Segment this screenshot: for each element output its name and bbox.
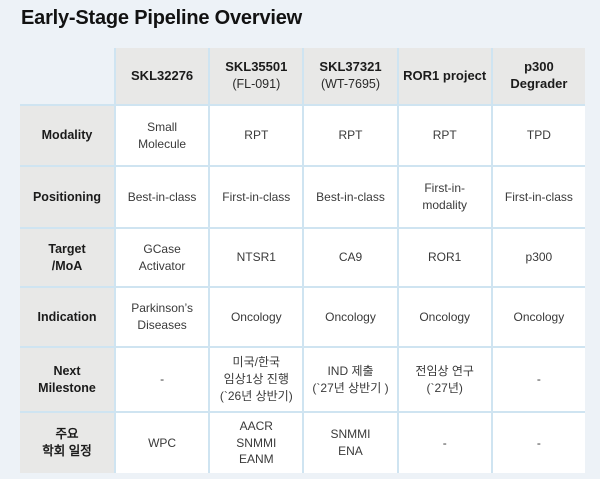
table-cell: First-in- modality	[398, 167, 491, 227]
table-cell: WPC	[116, 413, 209, 473]
table-cell: 전임상 연구 (`27년)	[398, 348, 491, 411]
table-cell: -	[492, 413, 585, 473]
table-cell: RPT	[304, 106, 397, 165]
column-title: SKL37321	[319, 59, 382, 75]
column-title: ROR1 project	[403, 67, 487, 83]
column-title: p300 Degrader	[510, 59, 568, 91]
table-cell: GCase Activator	[116, 229, 209, 286]
table-cell: ROR1	[398, 229, 491, 286]
column-header-p300-degrader: p300 Degrader	[492, 48, 585, 104]
table-cell: First-in-class	[492, 167, 585, 227]
pipeline-table: SKL32276 SKL35501 (FL-091) SKL37321 (WT-…	[20, 48, 585, 473]
row-label-indication: Indication	[20, 288, 114, 346]
table-cell: Oncology	[210, 288, 303, 346]
table-cell: RPT	[210, 106, 303, 165]
column-header-skl37321: SKL37321 (WT-7695)	[304, 48, 397, 104]
corner-cell	[20, 48, 114, 104]
table-cell: Parkinson’s Diseases	[116, 288, 209, 346]
row-label-next-milestone: Next Milestone	[20, 348, 114, 411]
column-subtitle: (FL-091)	[232, 77, 281, 92]
row-label-positioning: Positioning	[20, 167, 114, 227]
table-cell: NTSR1	[210, 229, 303, 286]
page-title: Early-Stage Pipeline Overview	[21, 7, 302, 29]
table-cell: Best-in-class	[304, 167, 397, 227]
column-subtitle: (WT-7695)	[320, 77, 381, 92]
table-cell: IND 제출 (`27년 상반기 )	[304, 348, 397, 411]
row-label-target-moa: Target /MoA	[20, 229, 114, 286]
table-cell: SNMMI ENA	[304, 413, 397, 473]
table-cell: 미국/한국 임상1상 진행 (`26년 상반기)	[210, 348, 303, 411]
table-cell: p300	[492, 229, 585, 286]
table-cell: -	[116, 348, 209, 411]
table-cell: Oncology	[304, 288, 397, 346]
table-cell: -	[492, 348, 585, 411]
table-cell: First-in-class	[210, 167, 303, 227]
table-cell: Best-in-class	[116, 167, 209, 227]
table-cell: Oncology	[492, 288, 585, 346]
table-cell: TPD	[492, 106, 585, 165]
table-cell: RPT	[398, 106, 491, 165]
table-cell: Oncology	[398, 288, 491, 346]
column-header-skl32276: SKL32276	[116, 48, 209, 104]
table-cell: -	[398, 413, 491, 473]
table-cell: AACR SNMMI EANM	[210, 413, 303, 473]
row-label-modality: Modality	[20, 106, 114, 165]
column-title: SKL35501	[225, 59, 288, 75]
column-header-ror1-project: ROR1 project	[398, 48, 491, 104]
table-cell: Small Molecule	[116, 106, 209, 165]
column-title: SKL32276	[131, 67, 194, 83]
row-label-key-conferences: 주요 학회 일정	[20, 413, 114, 473]
column-header-skl35501: SKL35501 (FL-091)	[210, 48, 303, 104]
table-cell: CA9	[304, 229, 397, 286]
